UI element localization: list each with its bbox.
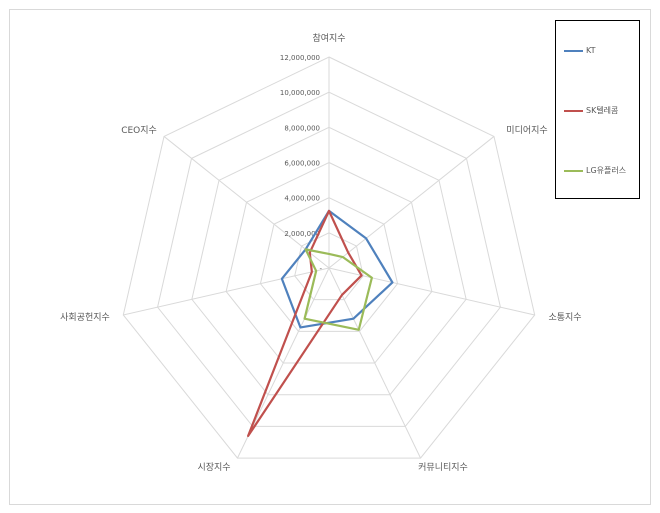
axis-label: CEO지수 [121, 125, 157, 136]
legend: KT SK텔레콤 LG유플러스 [555, 20, 640, 199]
legend-item-lg: LG유플러스 [564, 165, 626, 176]
grid-ring [191, 126, 467, 396]
axis-label: 커뮤니티지수 [418, 462, 468, 473]
grid-ring [157, 91, 501, 427]
tick-label: 2,000,000 [284, 230, 320, 238]
legend-item-sk: SK텔레콤 [564, 105, 618, 116]
grid-ring [225, 161, 433, 364]
tick-label: 4,000,000 [284, 195, 320, 203]
grid-ring [259, 197, 399, 332]
axis-label: 미디어지수 [506, 125, 547, 136]
axis-label: 참여지수 [312, 32, 345, 44]
tick-label: - [319, 265, 322, 273]
legend-item-kt: KT [564, 46, 596, 55]
legend-line [564, 109, 583, 112]
axis-label: 사회공헌지수 [60, 312, 110, 323]
grid-spoke [328, 267, 421, 459]
legend-label: LG유플러스 [586, 166, 627, 175]
axis-label: 시장지수 [197, 462, 230, 473]
axis-label: 소통지수 [548, 312, 581, 323]
grid-spoke [163, 136, 330, 269]
tick-label: 10,000,000 [280, 89, 320, 97]
grid-spoke [123, 267, 330, 316]
legend-label: SK텔레콤 [586, 106, 619, 115]
chart-area [9, 9, 651, 505]
grid-ring [294, 232, 364, 301]
tick-label: 8,000,000 [284, 124, 320, 132]
grid-ring [122, 56, 536, 459]
grid-spoke [328, 136, 495, 269]
legend-line [564, 49, 583, 52]
tick-label: 12,000,000 [280, 54, 320, 62]
series-line-2 [303, 248, 373, 331]
tick-label: 6,000,000 [284, 160, 320, 168]
legend-line [564, 169, 583, 172]
series-line-1 [247, 209, 363, 438]
legend-label: KT [586, 46, 596, 55]
grid-spoke [328, 267, 535, 316]
